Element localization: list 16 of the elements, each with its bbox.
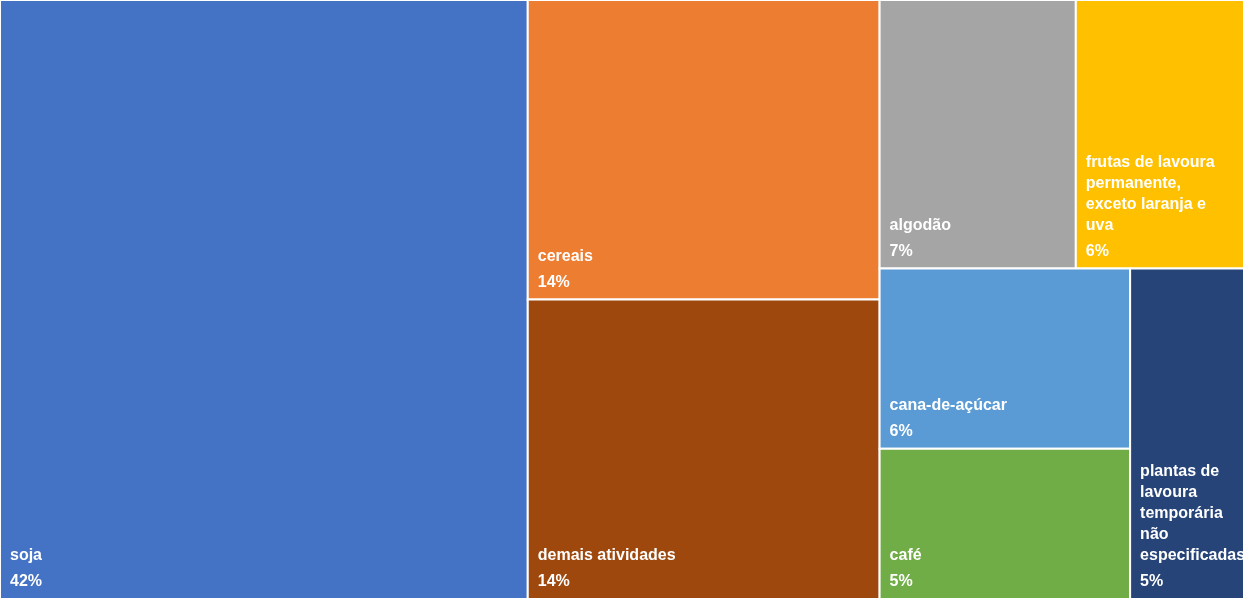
data-label: 14% xyxy=(537,272,570,290)
category-label: cana-de-açúcar xyxy=(889,395,1007,413)
category-label: frutas de lavoura permanente, exceto laranja e uva xyxy=(1085,152,1215,233)
data-label: 42% xyxy=(10,572,43,589)
data-label: 6% xyxy=(1085,241,1109,259)
data-label: 14% xyxy=(537,572,570,589)
category-label: plantas de lavoura temporária não especificadas xyxy=(1140,462,1244,563)
category-label: cereais xyxy=(537,246,594,264)
data-label: 6% xyxy=(889,421,913,439)
category-label: demais atividades xyxy=(537,546,676,563)
category-label: algodão xyxy=(889,215,952,233)
data-label: 5% xyxy=(1140,572,1164,589)
data-label: 5% xyxy=(889,572,913,589)
category-label: café xyxy=(889,546,922,563)
category-label: soja xyxy=(10,546,43,563)
data-label: 7% xyxy=(889,241,913,259)
